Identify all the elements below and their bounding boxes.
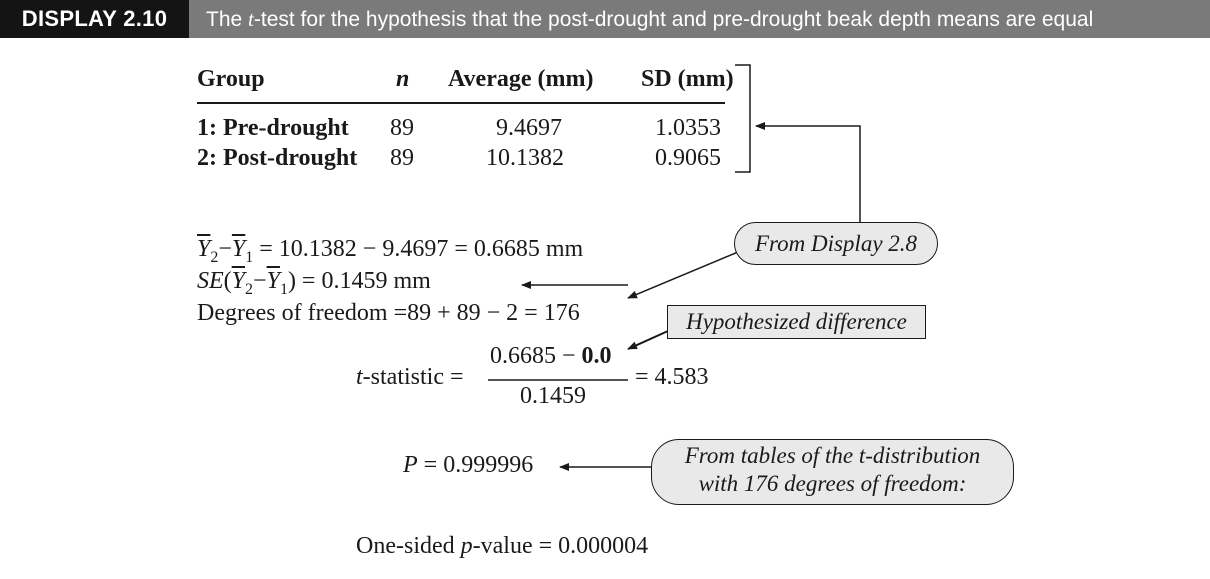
t-denominator: 0.1459 (520, 383, 586, 409)
se-label: SE (197, 268, 224, 294)
y2-subscript: 2 (210, 248, 219, 266)
diff-minus: − (218, 236, 232, 262)
callout-t-tables-line1: From tables of the t-distribution (684, 443, 981, 468)
row1-average: 9.4697 (496, 115, 562, 141)
se-y2-subscript: 2 (245, 280, 254, 298)
row2-n: 89 (390, 145, 414, 171)
header-bar: DISPLAY 2.10 The t-test for the hypothes… (0, 0, 1210, 38)
t-statistic-label: t-statistic = (356, 364, 464, 391)
p-value-line: P = 0.999996 (403, 452, 533, 479)
t-numerator-value: 0.6685 − (490, 343, 582, 369)
title-post: -test for the hypothesis that the post-d… (253, 8, 1094, 31)
p-symbol: P (403, 452, 418, 478)
y1-subscript: 1 (245, 248, 254, 266)
callout-hypothesized-difference: Hypothesized difference (667, 305, 926, 339)
row2-average: 10.1382 (486, 145, 564, 171)
t-numerator: 0.6685 − 0.0 (490, 343, 612, 370)
se-y1-subscript: 1 (279, 280, 288, 298)
arrow-to-hypothesized (627, 330, 669, 350)
arrow-to-difference (627, 251, 739, 299)
title-t: t (248, 7, 254, 31)
one-sided-value: -value = 0.000004 (472, 533, 649, 559)
col-header-n: n (396, 66, 410, 92)
arrow-to-table (755, 122, 861, 222)
se-y2-symbol: Y (231, 268, 246, 294)
se-value: ) = 0.1459 mm (287, 268, 431, 294)
col-header-average: Average (mm) (448, 66, 594, 92)
one-sided-p-symbol: p (460, 533, 473, 559)
title-pre: The (206, 8, 249, 31)
se-line: SE(Y2−Y1) = 0.1459 mm (197, 268, 431, 298)
t-hypothesized-value: 0.0 (581, 343, 612, 369)
t-label-rest: -statistic = (362, 364, 464, 390)
callout-from-display: From Display 2.8 (734, 222, 938, 265)
row1-group: 1: Pre-drought (197, 115, 349, 141)
callout-t-tables: From tables of the t-distribution with 1… (651, 439, 1014, 505)
t-result: = 4.583 (635, 364, 709, 390)
se-minus: − (253, 268, 267, 294)
row2-sd: 0.9065 (655, 145, 721, 171)
difference-line: Y2−Y1 = 10.1382 − 9.4697 = 0.6685 mm (197, 236, 583, 267)
se-y1-symbol: Y (266, 268, 280, 294)
one-sided-pre: One-sided (356, 533, 461, 559)
t-symbol: t (356, 364, 363, 390)
callout-t-tables-line2: with 176 degrees of freedom: (698, 471, 967, 496)
one-sided-p-value: One-sided p-value = 0.000004 (356, 533, 648, 560)
degrees-of-freedom: Degrees of freedom =89 + 89 − 2 = 176 (197, 300, 580, 326)
y1-symbol: Y (231, 236, 246, 262)
display-title: The t-test for the hypothesis that the p… (206, 0, 1093, 38)
p-value: = 0.999996 (417, 452, 534, 478)
display-label: DISPLAY 2.10 (0, 0, 189, 38)
table-rule (197, 102, 725, 104)
table-bracket (735, 64, 751, 173)
row1-n: 89 (390, 115, 414, 141)
difference-value: = 10.1382 − 9.4697 = 0.6685 mm (253, 236, 584, 262)
y2-symbol: Y (197, 236, 211, 262)
col-header-sd: SD (mm) (641, 66, 734, 92)
row1-sd: 1.0353 (655, 115, 721, 141)
row2-group: 2: Post-drought (197, 145, 358, 171)
col-header-group: Group (197, 66, 265, 92)
